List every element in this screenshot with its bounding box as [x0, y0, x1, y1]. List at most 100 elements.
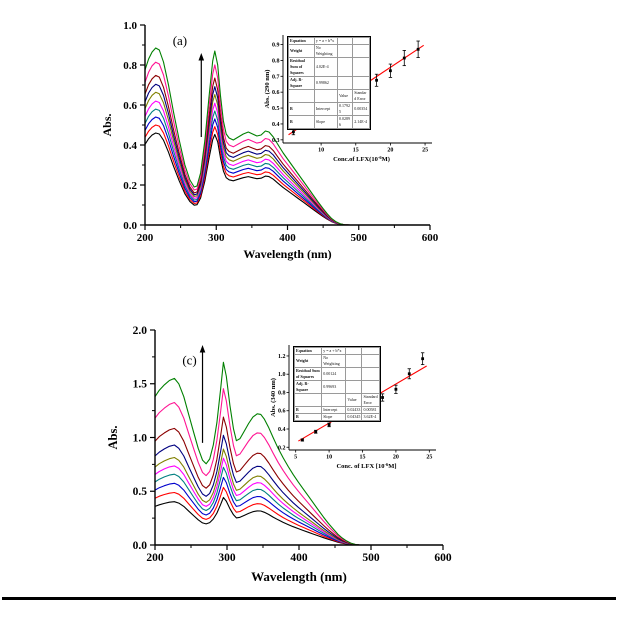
stats-cell: [345, 354, 363, 368]
stats-cell: Equation: [293, 347, 323, 355]
spectrum-curve-5: [154, 457, 360, 546]
linear-fit-parameters-table: Equation y = a + b*x Weight No Weighting Res…: [288, 37, 370, 129]
fit-stats-table-a: Equation y = a + b*x Weight No Weighting Res…: [287, 36, 371, 130]
stats-cell: [336, 37, 354, 45]
stats-cell: [345, 347, 363, 355]
spectrum-curve-10: [144, 47, 351, 226]
x-tick-label: 300: [218, 552, 236, 564]
stats-cell: Adj. R-Square: [293, 380, 323, 394]
stats-cell: 3.62E-4: [361, 413, 380, 421]
spectrum-curve-2: [154, 486, 360, 546]
stats-cell: 0.99862: [313, 76, 338, 90]
stats-cell: 0.99693: [321, 380, 347, 394]
inset-y-tick-label: 0.8: [272, 58, 280, 64]
inset-x-tick-label: 25: [426, 455, 432, 461]
inset-y-axis-label: Abs. (290 nm): [264, 70, 271, 109]
spectrum-curve-6: [154, 448, 360, 546]
inset-x-tick-label: 20: [387, 148, 393, 154]
stats-cell: [352, 57, 370, 77]
inset-y-tick-label: 0.4: [278, 427, 286, 433]
calibration-point: [421, 357, 425, 361]
x-tick-label: 400: [290, 552, 308, 564]
spectrum-curve-1: [144, 132, 351, 226]
spectrum-curve-4: [144, 108, 351, 226]
x-tick-label: 200: [146, 552, 164, 564]
inset-x-tick-label: 10: [326, 455, 332, 461]
spectrum-curve-7: [144, 83, 351, 226]
inset-y-tick-label: 1.2: [278, 354, 286, 360]
stats-cell: 0.02896: [336, 115, 354, 129]
stats-cell: Adj. R-Square: [288, 76, 315, 90]
inset-y-tick-label: 0.3: [272, 138, 280, 144]
panel-label: (c): [182, 352, 196, 367]
inset-y-tick-label: 0.2: [278, 445, 286, 451]
spectrum-curve-3: [144, 116, 351, 226]
stats-cell: [288, 89, 315, 103]
stats-cell: Residual Sum of Squares: [288, 57, 315, 77]
calibration-point: [300, 438, 304, 442]
y-tick-label: 0.4: [123, 140, 137, 152]
inset-y-tick-label: 0.7: [272, 74, 280, 80]
stats-cell: [336, 44, 354, 58]
arrow-head-icon: [199, 345, 206, 353]
spectrum-curve-8: [154, 416, 360, 546]
inset-y-tick-label: 0.4: [272, 122, 280, 128]
stats-cell: B: [288, 115, 315, 129]
x-axis-label: Wavelength (nm): [251, 569, 347, 584]
stats-cell: [361, 367, 380, 381]
inset-y-tick-label: 0.9: [272, 43, 280, 49]
calibration-point: [381, 396, 384, 399]
inset-x-tick-label: 15: [360, 455, 366, 461]
inset-x-tick-label: 25: [422, 148, 428, 154]
stats-cell: [345, 380, 363, 394]
calibration-point: [402, 56, 406, 60]
stats-cell: Equation: [288, 37, 315, 45]
y-tick-label: 0.2: [123, 180, 137, 192]
x-tick-label: 500: [351, 232, 368, 244]
inset-x-axis-label: Conc. of LFX [10-6M]: [336, 462, 396, 470]
spectrum-curve-9: [154, 388, 360, 546]
spectrum-curve-5: [144, 100, 351, 226]
stats-cell: [361, 347, 380, 355]
calibration-point: [389, 69, 392, 73]
stats-cell: 0.04345: [345, 413, 363, 421]
figure-panel-a: (a) 200 300 400 500 600 0.0 0.2 0.4 0.6 0.8 1.0 Wave…: [95, 10, 440, 278]
stats-cell: [336, 57, 354, 77]
spectrum-curve-9: [144, 61, 351, 226]
stats-cell: Slope: [321, 413, 347, 421]
panel-label: (a): [173, 33, 187, 48]
stats-cell: [345, 367, 363, 381]
stats-cell: [352, 37, 370, 45]
inset-x-tick-label: 5: [294, 455, 297, 461]
x-tick-label: 300: [208, 232, 225, 244]
y-tick-label: 0.0: [133, 540, 148, 552]
calibration-point: [291, 130, 295, 134]
y-tick-label: 0.5: [133, 486, 148, 498]
spectrum-curve-1: [154, 496, 360, 546]
stats-cell: Weight: [288, 44, 315, 58]
figure-panel-c: (c) 200 300 400 500 600 0.0 0.5 1.0 1.5 2.0 Wavelen…: [95, 300, 457, 592]
inset-y-tick-label: 0.5: [272, 106, 280, 112]
y-tick-label: 1.5: [133, 379, 148, 391]
linear-fit-parameters-table: Equation y = a + b*x Weight No Weighting Res…: [293, 347, 380, 421]
stats-cell: Intercept: [321, 406, 347, 414]
y-tick-label: 0.8: [123, 60, 137, 72]
y-axis-label: Abs.: [100, 113, 114, 136]
y-axis-label: Abs.: [106, 426, 120, 450]
spectrum-curve-8: [144, 74, 351, 226]
stats-cell: Residual Sum of Squares: [293, 367, 323, 381]
stats-cell: B: [293, 413, 323, 421]
calibration-point: [416, 47, 420, 51]
stats-cell: [361, 380, 380, 394]
stats-cell: y = a + b*x: [313, 37, 338, 45]
x-tick-label: 600: [434, 552, 452, 564]
x-axis-label: Wavelength (nm): [243, 247, 331, 261]
stats-cell: Standard Error: [361, 393, 380, 407]
calibration-point: [314, 430, 318, 434]
inset-y-tick-label: 1.0: [278, 372, 286, 378]
stats-cell: 2.14E-4: [352, 115, 370, 129]
spectrum-curve-6: [144, 91, 351, 226]
stats-cell: [361, 354, 380, 368]
y-tick-label: 0.0: [123, 220, 137, 232]
x-tick-label: 200: [137, 232, 154, 244]
